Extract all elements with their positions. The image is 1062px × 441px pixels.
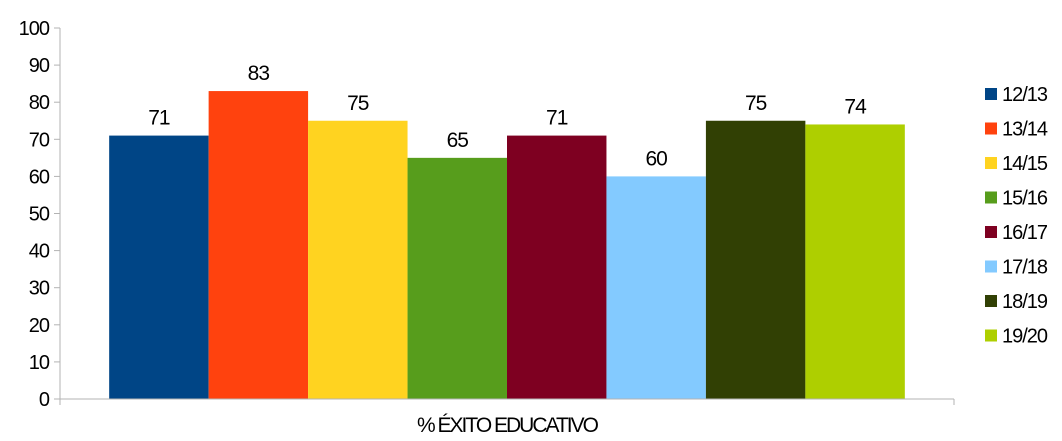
legend-label-19-20: 19/20 bbox=[1002, 326, 1048, 348]
data-label-14-15: 75 bbox=[347, 92, 369, 115]
y-tick-label: 30 bbox=[29, 278, 50, 300]
x-axis: % ÉXITO EDUCATIVO bbox=[59, 398, 955, 437]
legend-swatch-18-19 bbox=[985, 295, 997, 307]
data-label-18-19: 75 bbox=[745, 92, 767, 115]
legend-swatch-14-15 bbox=[985, 157, 997, 169]
legend-label-18-19: 18/19 bbox=[1002, 291, 1048, 313]
legend-swatch-15-16 bbox=[985, 191, 997, 204]
data-label-19-20: 74 bbox=[844, 95, 867, 118]
legend-label-17-18: 17/18 bbox=[1002, 257, 1048, 279]
legend-label-15-16: 15/16 bbox=[1002, 188, 1048, 210]
legend-swatch-19-20 bbox=[985, 329, 997, 342]
y-tick-label: 0 bbox=[39, 389, 50, 411]
legend-label-14-15: 14/15 bbox=[1002, 153, 1048, 175]
legend-swatch-12-13 bbox=[985, 88, 997, 100]
legend-swatch-17-18 bbox=[985, 260, 997, 273]
bar-15-16 bbox=[407, 157, 507, 399]
legend: 12/13 13/14 14/15 15/16 16/17 17/18 18/19 19/20 bbox=[985, 84, 1049, 348]
data-label-17-18: 60 bbox=[646, 147, 668, 170]
legend-label-13-14: 13/14 bbox=[1002, 119, 1048, 141]
legend-label-16-17: 16/17 bbox=[1002, 222, 1048, 244]
bar-18-19 bbox=[705, 120, 806, 399]
y-tick-label: 50 bbox=[29, 204, 50, 226]
x-category-label: % ÉXITO EDUCATIVO bbox=[417, 414, 599, 437]
legend-label-12-13: 12/13 bbox=[1002, 84, 1048, 106]
data-label-13-14: 83 bbox=[248, 62, 270, 85]
bar-19-20 bbox=[805, 124, 905, 400]
y-tick-label: 90 bbox=[29, 55, 50, 77]
y-tick-label: 60 bbox=[29, 166, 50, 188]
data-label-16-17: 71 bbox=[546, 107, 568, 130]
y-tick-label: 100 bbox=[19, 18, 50, 40]
y-axis: 0 10 20 30 40 50 60 70 80 90 100 bbox=[19, 18, 61, 411]
legend-swatch-16-17 bbox=[985, 226, 997, 238]
bars bbox=[109, 91, 905, 400]
bar-16-17 bbox=[507, 135, 607, 399]
y-tick-label: 10 bbox=[29, 352, 50, 374]
legend-swatch-13-14 bbox=[985, 122, 997, 135]
bar-17-18 bbox=[606, 176, 706, 399]
bar-12-13 bbox=[109, 135, 209, 399]
y-tick-label: 40 bbox=[29, 241, 50, 263]
bar-13-14 bbox=[208, 91, 309, 399]
data-label-12-13: 71 bbox=[148, 107, 170, 130]
data-labels: 71 83 75 65 71 60 75 74 bbox=[148, 62, 868, 170]
bar-14-15 bbox=[308, 120, 408, 399]
data-label-15-16: 65 bbox=[447, 129, 469, 152]
y-tick-label: 80 bbox=[29, 92, 50, 114]
y-tick-label: 20 bbox=[29, 315, 50, 337]
y-tick-label: 70 bbox=[29, 129, 50, 151]
